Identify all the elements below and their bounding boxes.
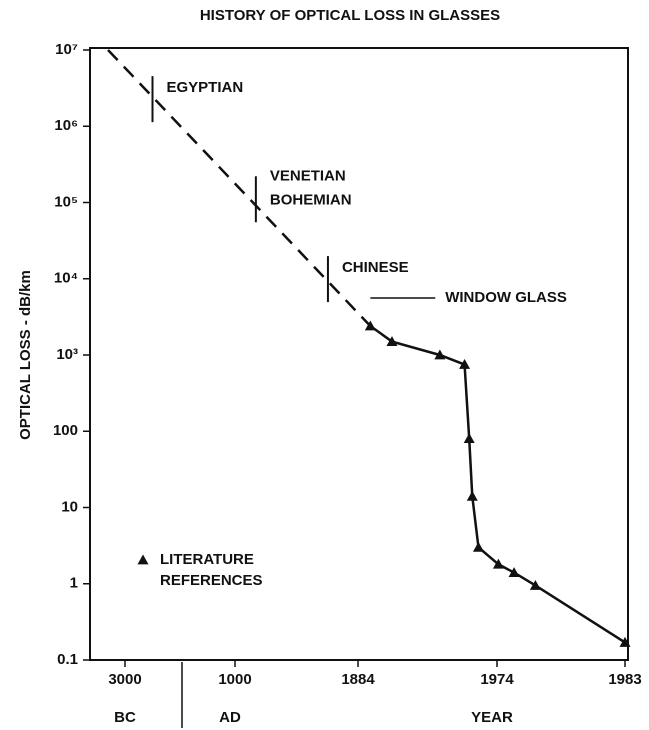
marker — [463, 433, 475, 444]
y-tick-label: 100 — [53, 422, 78, 439]
era-label: AD — [219, 709, 241, 726]
y-tick-label: 0.1 — [57, 651, 78, 668]
dashed-line — [107, 49, 372, 327]
marker — [466, 490, 478, 501]
marker — [386, 336, 398, 346]
y-tick-label: 10⁴ — [54, 270, 78, 287]
annotation-label: CHINESE — [342, 259, 409, 276]
y-tick-label: 10⁷ — [55, 41, 78, 58]
x-tick-label: 1000 — [218, 671, 251, 688]
era-label: BC — [114, 709, 136, 726]
plot-frame — [89, 47, 629, 661]
y-tick-label: 1 — [70, 575, 78, 592]
marker — [529, 579, 541, 590]
annotation-label: WINDOW GLASS — [445, 289, 567, 306]
x-axis-label: YEAR — [471, 709, 513, 726]
legend-label: LITERATURE REFERENCES — [160, 551, 263, 589]
y-tick-label: 10⁵ — [54, 193, 78, 210]
annotation-label: VENETIAN BOHEMIAN — [270, 167, 352, 208]
marker — [508, 567, 520, 578]
x-tick-label: 3000 — [108, 671, 141, 688]
marker — [364, 320, 376, 331]
y-tick-label: 10³ — [56, 346, 78, 363]
annotation-label: EGYPTIAN — [167, 79, 244, 96]
marker — [619, 636, 631, 647]
marker — [472, 541, 484, 552]
x-tick-label: 1884 — [341, 671, 375, 688]
marker — [434, 349, 446, 360]
y-axis-label: OPTICAL LOSS - dB/km — [17, 270, 34, 440]
y-tick-label: 10 — [61, 498, 78, 515]
y-tick-label: 10⁶ — [54, 117, 78, 134]
legend-marker — [137, 554, 149, 565]
chart-title: HISTORY OF OPTICAL LOSS IN GLASSES — [200, 7, 500, 24]
x-tick-label: 1974 — [480, 671, 514, 688]
x-tick-label: 1983 — [608, 671, 641, 688]
marker — [459, 359, 471, 369]
series-line — [369, 324, 626, 644]
marker — [492, 558, 504, 569]
